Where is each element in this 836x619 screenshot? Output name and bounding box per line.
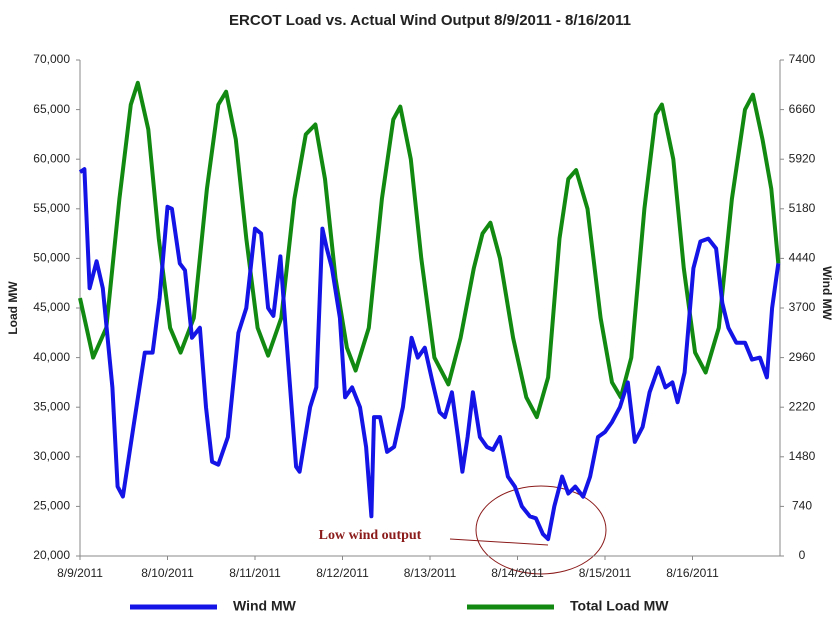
y-tick-label: 70,000 bbox=[33, 52, 70, 66]
y2-axis-label: Wind MW bbox=[820, 266, 834, 321]
y2-tick-label: 1480 bbox=[789, 449, 816, 463]
y-tick-label: 30,000 bbox=[33, 449, 70, 463]
highlight-ellipse bbox=[475, 485, 607, 575]
x-tick-label: 8/15/2011 bbox=[579, 566, 632, 580]
y-tick-label: 45,000 bbox=[33, 300, 70, 314]
series-line bbox=[78, 167, 781, 542]
y-tick-label: 40,000 bbox=[33, 350, 70, 364]
legend-label: Wind MW bbox=[233, 598, 297, 614]
y2-tick-label: 6660 bbox=[789, 102, 816, 116]
y2-tick-label: 5920 bbox=[789, 151, 816, 165]
y-tick-label: 20,000 bbox=[33, 548, 70, 562]
y2-tick-label: 7400 bbox=[789, 52, 816, 66]
annotation: Low wind output bbox=[319, 528, 422, 543]
y2-tick-label: 0 bbox=[799, 548, 806, 562]
annotation-leader bbox=[449, 538, 549, 546]
x-tick-label: 8/10/2011 bbox=[141, 566, 194, 580]
x-tick-label: 8/9/2011 bbox=[57, 566, 103, 580]
y-tick-label: 65,000 bbox=[33, 102, 70, 116]
x-tick-label: 8/14/2011 bbox=[491, 566, 544, 580]
y-tick-label: 35,000 bbox=[33, 399, 70, 413]
y2-tick-label: 4440 bbox=[789, 251, 816, 265]
y-tick-label: 60,000 bbox=[33, 151, 70, 165]
x-tick-label: 8/12/2011 bbox=[316, 566, 369, 580]
x-tick-label: 8/11/2011 bbox=[229, 566, 281, 580]
y2-tick-label: 5180 bbox=[789, 201, 816, 215]
y-tick-label: 25,000 bbox=[33, 499, 70, 513]
y-axis-label: Load MW bbox=[6, 281, 20, 335]
series-line bbox=[78, 80, 781, 420]
y2-tick-label: 2220 bbox=[789, 399, 816, 413]
chart-title: ERCOT Load vs. Actual Wind Output 8/9/20… bbox=[229, 12, 631, 29]
x-tick-label: 8/16/2011 bbox=[666, 566, 719, 580]
y2-tick-label: 3700 bbox=[789, 300, 816, 314]
y-tick-label: 55,000 bbox=[33, 201, 70, 215]
y2-tick-label: 740 bbox=[792, 499, 812, 513]
x-tick-label: 8/13/2011 bbox=[404, 566, 457, 580]
legend-label: Total Load MW bbox=[570, 598, 669, 614]
y2-tick-label: 2960 bbox=[789, 350, 816, 364]
y-tick-label: 50,000 bbox=[33, 251, 70, 265]
